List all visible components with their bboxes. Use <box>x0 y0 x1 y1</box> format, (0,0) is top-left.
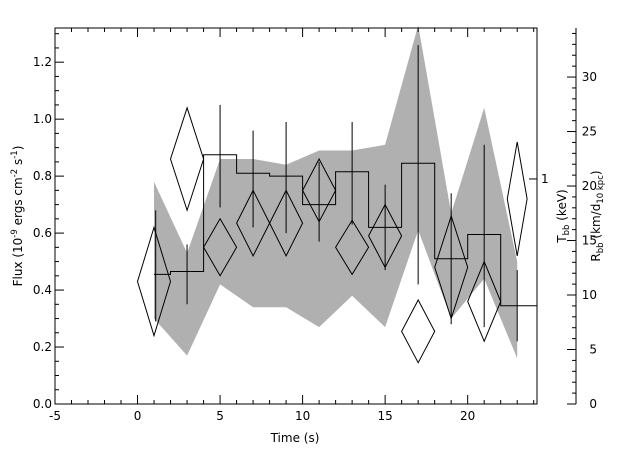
temperature-point <box>335 219 370 276</box>
radius-tick-label: 15 <box>582 234 597 248</box>
flux-tick-label: 0.4 <box>33 283 52 297</box>
temperature-point <box>401 298 436 364</box>
temperature-tick-label: 1 <box>541 172 549 186</box>
temperature-diamonds <box>136 106 528 364</box>
temperature-point <box>467 260 502 343</box>
flux-error-bars <box>155 45 518 342</box>
y-axis-title-temperature: Tbb (keV) <box>555 189 572 243</box>
y-axis-title-radius: Rbb (km/d10 kpc) <box>589 170 606 261</box>
radius-tick-label: 20 <box>582 179 597 193</box>
axis-ticks <box>54 28 577 405</box>
temperature-point <box>203 217 238 277</box>
x-axis-title: Time (s) <box>270 431 320 445</box>
flux-series <box>154 154 537 307</box>
radius-tick-label: 10 <box>582 288 597 302</box>
temperature-point <box>236 189 271 258</box>
temperature-point <box>506 141 528 256</box>
flux-tick-label: 0.2 <box>33 340 52 354</box>
x-tick-label: 15 <box>377 409 392 423</box>
radius-tick-label: 0 <box>589 397 597 411</box>
x-tick-label: 20 <box>460 409 475 423</box>
temperature-point <box>269 189 304 258</box>
x-tick-label: 0 <box>134 409 142 423</box>
temperature-point <box>434 214 469 321</box>
radius-tick-labels: 0 5 10 15 20 25 30 <box>582 70 597 411</box>
flux-tick-label: 1.0 <box>33 112 52 126</box>
temperature-point <box>368 203 403 269</box>
y-axis-title-flux: Flux (10-9 ergs cm-2 s-1) <box>10 146 25 287</box>
temperature-point <box>169 106 205 212</box>
radius-tick-label: 30 <box>582 70 597 84</box>
plot-frame <box>54 27 538 405</box>
x-tick-label: 5 <box>216 409 224 423</box>
flux-tick-label: 0.8 <box>33 169 52 183</box>
flux-tick-label: 1.2 <box>33 55 52 69</box>
radius-tick-label: 5 <box>589 343 597 357</box>
flux-tick-labels: 0.0 0.2 0.4 0.6 0.8 1.0 1.2 <box>33 55 52 411</box>
flux-tick-label: 0.0 <box>33 397 52 411</box>
temperature-point <box>302 157 337 223</box>
flux-step-layer <box>154 154 537 307</box>
temperature-point <box>136 225 172 338</box>
x-tick-label: -5 <box>49 409 61 423</box>
radius-tick-label: 25 <box>582 125 597 139</box>
x-tick-labels: -5 0 5 10 15 20 <box>49 409 475 423</box>
x-tick-label: 10 <box>295 409 310 423</box>
flux-tick-label: 0.6 <box>33 226 52 240</box>
